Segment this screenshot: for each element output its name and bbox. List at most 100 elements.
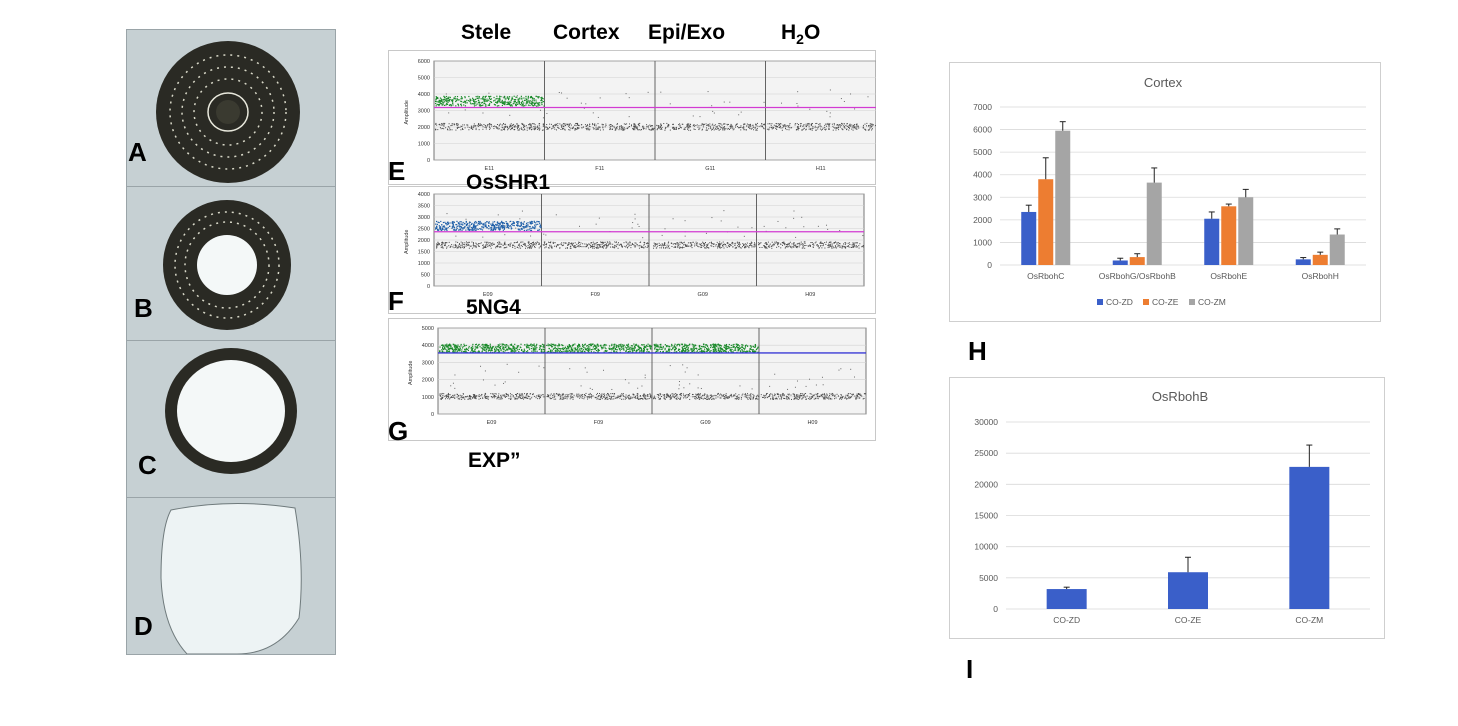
ddpcr-negative-droplet [572,243,574,245]
ddpcr-negative-droplet [553,396,555,398]
ddpcr-negative-droplet [489,128,491,130]
ddpcr-negative-droplet [725,393,727,395]
ddpcr-scattered-droplet [840,98,842,100]
ddpcr-positive-droplet [752,350,754,352]
ddpcr-negative-droplet [570,247,572,249]
ddpcr-positive-droplet [485,100,487,102]
ddpcr-negative-droplet [456,123,458,125]
ddpcr-positive-droplet [472,345,474,347]
ddpcr-negative-droplet [676,396,678,398]
ddpcr-positive-droplet [481,226,483,228]
ddpcr-positive-droplet [543,105,545,107]
ddpcr-negative-droplet [783,242,785,244]
ddpcr-negative-droplet [782,126,784,128]
ddpcr-negative-droplet [665,126,667,128]
ddpcr-negative-droplet [549,123,551,125]
ddpcr-scattered-droplet [817,225,819,227]
ddpcr-negative-droplet [576,245,578,247]
ddpcr-negative-droplet [590,397,592,399]
ddpcr-positive-droplet [633,348,635,350]
ddpcr-negative-droplet [484,126,486,128]
ddpcr-positive-droplet [630,348,632,350]
ddpcr-positive-droplet [498,224,500,227]
ddpcr-negative-droplet [552,395,554,397]
ddpcr-negative-droplet [722,245,724,247]
ddpcr-well-label: H09 [805,292,815,298]
ddpcr-positive-droplet [477,345,479,347]
ddpcr-negative-droplet [695,393,697,395]
ddpcr-positive-droplet [487,345,489,347]
ddpcr-positive-droplet [577,349,579,351]
ddpcr-negative-droplet [484,396,486,398]
ddpcr-negative-droplet [520,395,522,397]
ddpcr-positive-droplet [465,220,467,223]
ddpcr-positive-droplet [472,99,474,101]
ddpcr-negative-droplet [821,129,823,131]
ddpcr-negative-droplet [557,244,559,246]
ddpcr-negative-droplet [616,126,618,128]
ddpcr-positive-droplet [492,228,494,230]
ddpcr-positive-droplet [446,99,448,102]
ddpcr-negative-droplet [782,241,784,243]
ddpcr-scattered-droplet [586,371,588,373]
ddpcr-negative-droplet [442,127,444,129]
ddpcr-negative-droplet [495,393,497,395]
ddpcr-positive-droplet [527,222,529,224]
ddpcr-negative-droplet [453,124,455,126]
ddpcr-negative-droplet [523,125,525,127]
ddpcr-negative-droplet [610,393,612,395]
ddpcr-negative-droplet [638,123,640,125]
ddpcr-negative-droplet [734,247,736,249]
ddpcr-positive-droplet [567,350,569,352]
ddpcr-positive-droplet [526,102,528,104]
ddpcr-positive-droplet [495,227,497,229]
ddpcr-negative-droplet [594,243,596,245]
ddpcr-negative-droplet [556,244,558,246]
ddpcr-positive-droplet [537,105,539,107]
ddpcr-positive-droplet [445,104,447,106]
ddpcr-negative-droplet [675,243,677,245]
ddpcr-negative-droplet [620,126,622,128]
ddpcr-negative-droplet [497,128,499,130]
ddpcr-scattered-droplet [729,101,731,103]
ddpcr-negative-droplet [641,247,643,249]
ddpcr-negative-droplet [590,246,592,248]
ddpcr-negative-droplet [516,247,518,249]
ddpcr-positive-droplet [627,345,629,347]
ddpcr-negative-droplet [604,241,606,243]
ddpcr-positive-droplet [641,349,643,352]
ddpcr-negative-droplet [737,397,739,399]
ddpcr-negative-droplet [517,124,519,126]
ddpcr-negative-droplet [572,397,574,399]
ddpcr-negative-droplet [790,127,792,129]
ddpcr-positive-droplet [529,100,531,102]
ddpcr-scattered-droplet [743,235,745,237]
ddpcr-positive-droplet [540,99,542,102]
ddpcr-negative-droplet [472,244,474,246]
ddpcr-negative-droplet [737,245,739,247]
ddpcr-y-tick-label: 1000 [422,395,434,401]
ddpcr-negative-droplet [757,398,759,400]
ddpcr-negative-droplet [457,395,459,397]
ddpcr-negative-droplet [845,124,847,126]
ddpcr-negative-droplet [644,394,646,396]
ddpcr-positive-droplet [546,344,548,347]
ddpcr-negative-droplet [679,394,681,396]
ddpcr-positive-droplet [574,348,577,350]
ddpcr-negative-droplet [794,124,796,126]
ddpcr-negative-droplet [657,393,659,395]
ddpcr-negative-droplet [856,123,858,125]
ddpcr-positive-droplet [475,220,477,223]
ddpcr-positive-droplet [619,349,621,351]
ddpcr-positive-droplet [482,345,484,347]
ddpcr-negative-droplet [694,129,696,131]
ddpcr-positive-droplet [551,346,553,348]
ddpcr-negative-droplet [478,396,480,398]
ddpcr-negative-droplet [609,128,611,130]
ddpcr-negative-droplet [466,124,468,126]
ddpcr-negative-droplet [592,124,594,126]
ddpcr-positive-droplet [444,221,446,223]
ddpcr-negative-droplet [753,396,755,398]
ddpcr-negative-droplet [484,124,486,126]
ddpcr-scattered-droplet [509,221,511,223]
